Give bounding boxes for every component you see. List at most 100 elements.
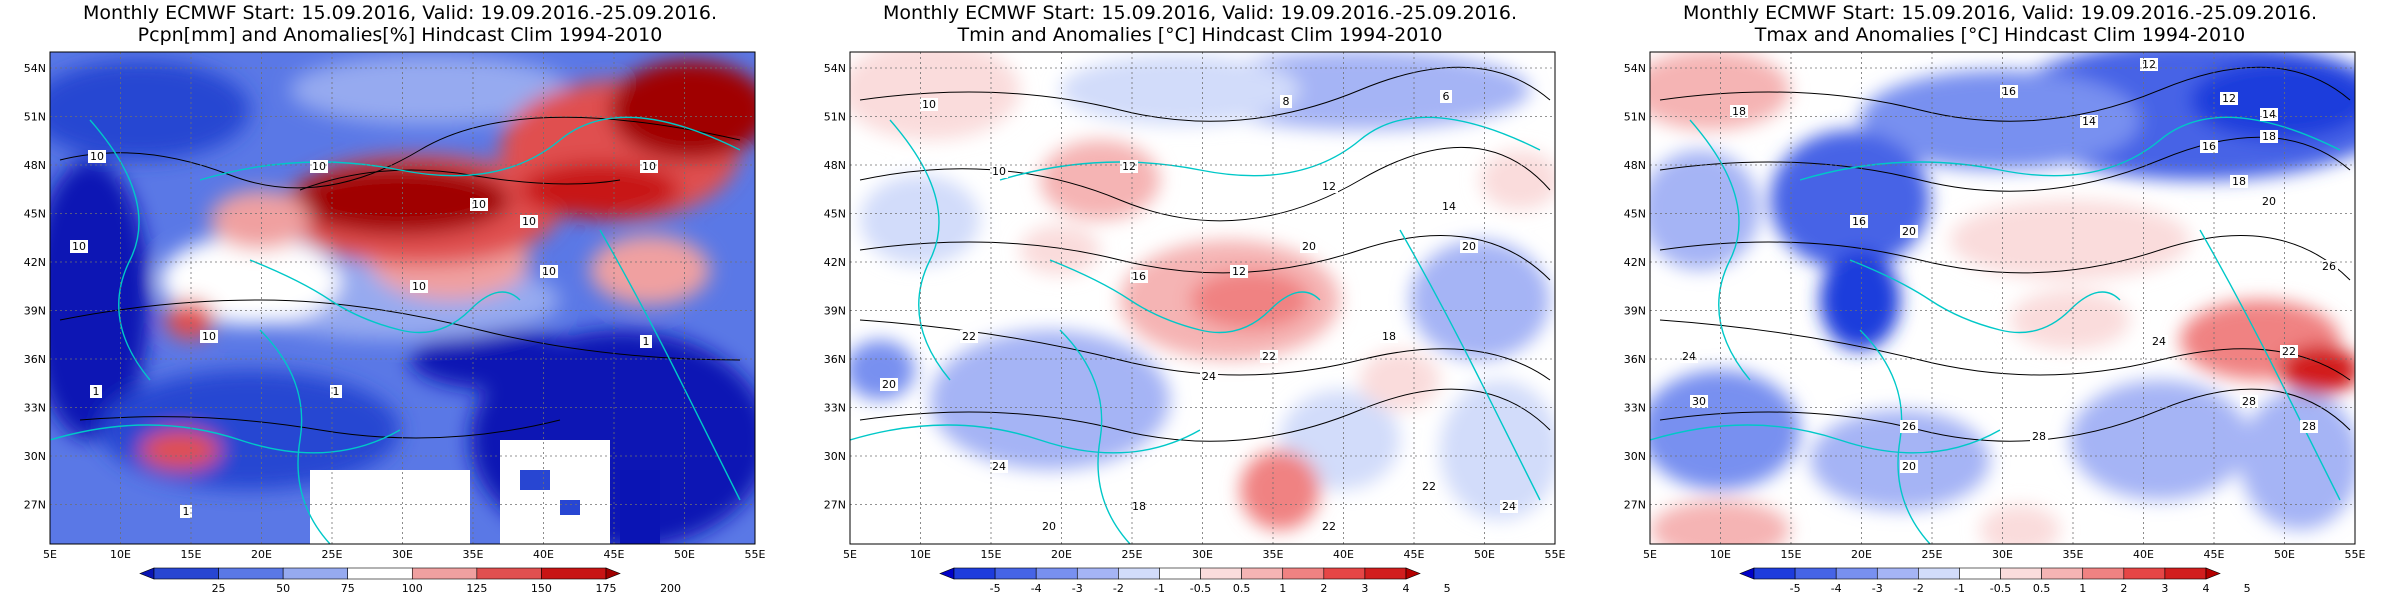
colorbar-segment [2164,567,2207,580]
colorbar-segment [1876,567,1919,580]
lon-label: 30E [1192,548,1213,561]
svg-text:10: 10 [542,265,556,278]
colorbar-tick-label: 3 [2161,582,2168,595]
lat-label: 42N [24,256,46,269]
svg-text:12: 12 [2222,92,2236,105]
colorbar-left-arrow [939,567,955,580]
lon-label: 20E [251,548,272,561]
svg-text:16: 16 [2002,85,2016,98]
svg-text:28: 28 [2302,420,2316,433]
lat-label: 36N [24,353,46,366]
lat-label: 36N [1624,353,1646,366]
svg-text:16: 16 [1132,270,1146,283]
colorbar-tick-label: -5 [1790,582,1801,595]
svg-text:24: 24 [2152,335,2166,348]
svg-text:8: 8 [1283,95,1290,108]
svg-text:20: 20 [1042,520,1056,533]
precipitation-panel: Monthly ECMWF Start: 15.09.2016, Valid: … [0,0,800,600]
precipitation-map: 10 10 10 10 10 10 10 10 10 1 1 1 1 54N 51… [24,51,766,595]
svg-text:24: 24 [1502,500,1516,513]
svg-text:30: 30 [1692,395,1706,408]
lon-label: 25E [322,548,343,561]
colorbar-tick-label: 0.5 [2033,582,2050,595]
map-frame [849,51,1556,545]
colorbar-segment [1364,567,1407,580]
lon-label: 55E [1545,548,1566,561]
colorbar-right-arrow [2205,567,2221,580]
colorbar-segment [476,567,542,580]
lon-label: 45E [1404,548,1425,561]
colorbar-segment [153,567,219,580]
axis-labels: 54N 51N 48N 45N 42N 39N 36N 33N 30N 27N 5E 10E 15E 20… [1624,62,2366,561]
lon-label: 15E [181,548,202,561]
lon-label: 15E [981,548,1002,561]
lat-label: 48N [1624,159,1646,172]
tmax-map: 12 16 14 12 14 18 18 18 16 20 20 16 24 2… [1624,51,2366,595]
lon-label: 40E [2133,548,2154,561]
lon-label: 25E [1122,548,1143,561]
panel-title-line2: Tmax and Anomalies [°C] Hindcast Clim 19… [1754,24,2246,46]
lat-label: 33N [1624,402,1646,415]
colorbar-segment [1035,567,1078,580]
colorbar-tick-label: 200 [660,582,681,595]
colorbar-segment [2082,567,2125,580]
svg-text:22: 22 [2282,345,2296,358]
lat-label: 51N [24,111,46,124]
lon-label: 55E [745,548,766,561]
colorbar-tick-label: 75 [341,582,355,595]
svg-text:1: 1 [643,335,650,348]
colorbar-segment [1282,567,1325,580]
colorbar-tick-label: 2 [2120,582,2127,595]
svg-text:20: 20 [1302,240,1316,253]
colorbar-segment [1918,567,1960,580]
lon-label: 5E [843,548,857,561]
lat-label: 45N [1624,208,1646,221]
colorbar-tick-label: -0.5 [1990,582,2011,595]
lat-label: 54N [824,62,846,75]
colorbar-tick-label: -4 [1831,582,1842,595]
panel-title-line2: Tmin and Anomalies [°C] Hindcast Clim 19… [957,24,1443,46]
axis-labels: 54N 51N 48N 45N 42N 39N 36N 33N 30N 27N 5E 10E 15E 20… [24,62,766,561]
colorbar-tick-label: -3 [1872,582,1883,595]
colorbar-tick-label: 125 [466,582,487,595]
colorbar-segment [2123,567,2166,580]
svg-text:24: 24 [1202,370,1216,383]
svg-text:16: 16 [2202,140,2216,153]
svg-text:10: 10 [922,98,936,111]
lat-label: 30N [24,450,46,463]
graticule [50,52,755,544]
lon-label: 50E [1474,548,1495,561]
lat-label: 42N [824,256,846,269]
svg-text:12: 12 [1122,160,1136,173]
lon-label: 30E [392,548,413,561]
lat-label: 33N [24,402,46,415]
svg-text:10: 10 [522,215,536,228]
lat-label: 48N [824,159,846,172]
colorbar-segment [1323,567,1366,580]
map-frame [49,51,756,545]
lon-label: 45E [604,548,625,561]
colorbar-tick-label: -1 [1954,582,1965,595]
svg-text:26: 26 [2322,260,2336,273]
lon-label: 45E [2204,548,2225,561]
svg-text:20: 20 [1902,460,1916,473]
lon-label: 10E [110,548,131,561]
svg-text:20: 20 [1902,225,1916,238]
colorbar: 25 50 75 100 125 150 175 200 [139,567,681,595]
colorbar-segment [1835,567,1878,580]
colorbar-segment [2000,567,2042,580]
lon-label: 30E [1992,548,2013,561]
lon-label: 5E [1643,548,1657,561]
svg-text:18: 18 [2232,175,2246,188]
svg-text:10: 10 [72,240,86,253]
lat-label: 45N [824,208,846,221]
colorbar-segment [1753,567,1796,580]
svg-text:18: 18 [1732,105,1746,118]
colorbar: -5 -4 -3 -2 -1 -0.5 0.5 1 2 3 4 5 [939,567,1451,595]
svg-text:14: 14 [2262,108,2276,121]
axis-labels: 54N 51N 48N 45N 42N 39N 36N 33N 30N 27N 5E 10E 15E 20… [824,62,1566,561]
tmin-map: 10 8 6 10 12 12 14 16 12 20 20 22 24 22 … [824,51,1566,595]
colorbar-tick-label: 2 [1320,582,1327,595]
colorbar-segment [1118,567,1160,580]
colorbar-segment [2041,567,2084,580]
